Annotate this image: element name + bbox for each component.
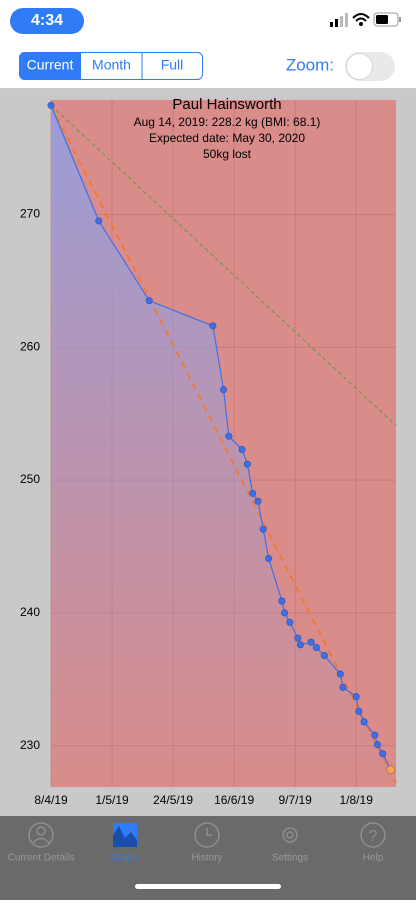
- data-point: [254, 497, 262, 505]
- data-point: [307, 638, 315, 646]
- x-tick-label: 8/4/19: [34, 793, 68, 807]
- data-point: [320, 651, 328, 659]
- area: [51, 105, 391, 787]
- data-point: [281, 609, 289, 617]
- tab-label[interactable]: Settings: [272, 853, 308, 864]
- help-glyph: ?: [369, 828, 378, 845]
- x-tick-label: 24/5/19: [153, 793, 193, 807]
- data-point: [95, 217, 103, 225]
- data-point: [249, 489, 257, 497]
- data-point: [352, 693, 360, 701]
- toggle-knob: [346, 53, 373, 80]
- data-point: [339, 683, 347, 691]
- data-point: [294, 634, 302, 642]
- data-point: [379, 750, 387, 758]
- tab-label[interactable]: Help: [363, 853, 384, 864]
- y-tick-label: 230: [20, 738, 40, 752]
- tab-label[interactable]: Current Details: [8, 853, 75, 864]
- data-point: [312, 643, 320, 651]
- graph-icon-shape: [113, 826, 137, 847]
- status-time: 4:34: [31, 12, 63, 29]
- data-point: [265, 554, 273, 562]
- data-point: [373, 740, 381, 748]
- trend-line: [50, 104, 397, 784]
- y-tick-label: 240: [20, 605, 40, 619]
- data-point: [145, 297, 153, 305]
- segment[interactable]: Current: [27, 57, 74, 73]
- data-point: [243, 460, 251, 468]
- data-point: [355, 707, 363, 715]
- y-tick-label: 270: [20, 206, 40, 220]
- segment[interactable]: Full: [161, 57, 184, 73]
- y-tick-label: 250: [20, 472, 40, 486]
- chart: 230 240 250 260 270 8/4/19 1/5/19 24/5/19 16/6/1…: [20, 100, 397, 807]
- x-tick-label: 1/5/19: [95, 793, 129, 807]
- data-point: [360, 718, 368, 726]
- data-point: [286, 618, 294, 626]
- chart-title: Paul Hainsworth: [172, 96, 281, 113]
- tab-icons: [28, 822, 386, 848]
- data-point: [386, 765, 395, 775]
- x-tick-label: 1/8/19: [340, 793, 374, 807]
- data-point: [296, 641, 304, 649]
- annotation: Expected date: May 30, 2020: [149, 131, 305, 145]
- data-point: [336, 670, 344, 678]
- x-tick-label: 16/6/19: [214, 793, 254, 807]
- tab-label[interactable]: Graph: [110, 853, 138, 864]
- home-indicator: [135, 884, 281, 889]
- segment[interactable]: Month: [92, 57, 131, 73]
- data-point: [371, 731, 379, 739]
- x-tick-label: 9/7/19: [278, 793, 312, 807]
- trend-line: [50, 104, 397, 427]
- tab-label[interactable]: History: [191, 853, 222, 864]
- status-icons: [330, 12, 401, 27]
- zoom-label: Zoom:: [286, 55, 334, 74]
- data-point: [259, 525, 267, 533]
- data-point: [238, 445, 246, 453]
- annotation: 50kg lost: [203, 147, 252, 161]
- y-tick-label: 260: [20, 339, 40, 353]
- data-point: [47, 101, 55, 109]
- annotation: Aug 14, 2019: 228.2 kg (BMI: 68.1): [134, 115, 321, 129]
- data-point: [225, 432, 233, 440]
- data-point: [220, 386, 228, 394]
- time-pill: [10, 8, 84, 34]
- segment-selected: [19, 52, 81, 80]
- data-point: [209, 322, 217, 330]
- data-point: [278, 597, 286, 605]
